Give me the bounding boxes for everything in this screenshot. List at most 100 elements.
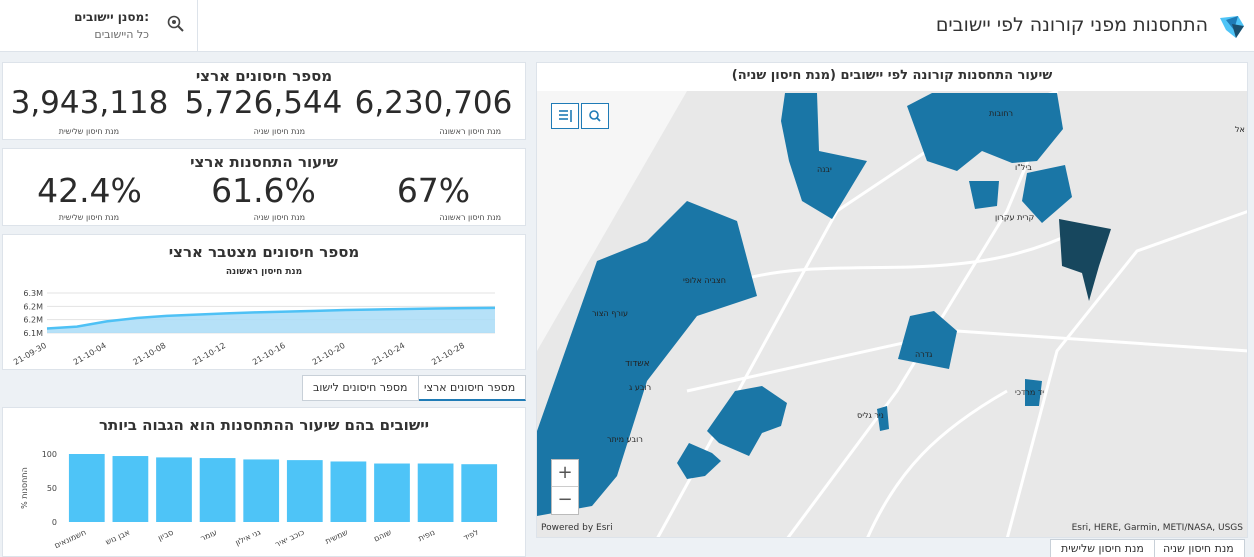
kpi-rate-dose2-label: מנת חיסון שניה (253, 213, 305, 222)
kpi-rate-dose2-value: 61.6% (211, 171, 316, 210)
map-region-gedera[interactable] (898, 311, 957, 369)
y-tick-label: 100 (42, 450, 57, 459)
kpi-total-dose1-label: מנת חיסון ראשונה (439, 127, 501, 136)
kpi-total-dose2-label: מנת חיסון שניה (253, 127, 305, 136)
map-region-south-1[interactable] (707, 386, 787, 456)
area-fill (47, 307, 495, 333)
kpi-rate-dose3-value: 42.4% (37, 171, 142, 210)
map-region-rehovot[interactable] (907, 93, 1063, 171)
map-region-ashdod[interactable] (537, 201, 757, 516)
top-settlements-panel: יישובים בהם שיעור ההתחסנות הוא הגבוה ביו… (2, 407, 526, 557)
list-icon (559, 110, 572, 122)
map-attribution[interactable]: Esri, HERE, Garmin, METI/NASA, USGS (1071, 523, 1243, 533)
x-tick-label: 21-10-24 (370, 341, 406, 367)
bar (112, 456, 149, 522)
map-region-kiryat-ekron[interactable] (1022, 165, 1072, 223)
top-settlements-bar-chart: 0 50 100 % התחסנות חשמונאים אבן נוש סביון עומר ג… (20, 450, 498, 551)
top-settlements-title: יישובים בהם שיעור ההתחסנות הוא הגבוה ביו… (98, 416, 430, 434)
cumulative-area-chart: 6.3M 6.2M 6.2M 6.1M 21-09-30 21-10-04 21-10-08… (12, 289, 496, 367)
map-layers-button[interactable] (551, 103, 579, 129)
x-tick-label: סביון (157, 528, 175, 543)
map-canvas[interactable] (537, 91, 1248, 538)
tab-map-dose2[interactable]: מנת חיסון שניה (1152, 539, 1245, 557)
map-zoom-control: + − (551, 459, 579, 515)
y-tick-label: 6.3M (23, 289, 43, 298)
filter-value[interactable]: כל היישובים (94, 28, 149, 41)
kpi-total-title: מספר חיסונים ארצי (195, 67, 333, 85)
cumulative-chart-subtitle: מנת חיסון ראשונה (225, 267, 303, 277)
kpi-rate-dose1-label: מנת חיסון ראשונה (439, 213, 501, 222)
map-label-oref-hatzur: עורף הצור (592, 309, 629, 318)
map-label-rehovot: רחובות (989, 109, 1013, 118)
tab-map-dose3[interactable]: מנת חיסון שלישית (1050, 539, 1155, 557)
x-tick-label: 21-09-30 (12, 341, 48, 367)
app-header: מסנן יישובים: כל היישובים התחסנות מפני ק… (0, 0, 1254, 52)
x-tick-label: חשמונאים (53, 528, 88, 551)
map-label-nir-galis: ניר גליס (857, 411, 884, 420)
x-tick-label: שמשית (324, 528, 350, 546)
kpi-rate-panel: שיעור התחסנות ארצי 67% מנת חיסון ראשונה … (2, 148, 526, 226)
bar (156, 457, 192, 522)
map-title: שיעור התחסנות קורונה לפי יישובים (מנת חי… (731, 68, 1053, 83)
map-region-yavne[interactable] (781, 93, 867, 219)
bar (461, 464, 498, 522)
y-tick-label: 50 (47, 484, 57, 493)
y-axis-label: % התחסנות (20, 467, 29, 509)
x-tick-label: נופית (417, 528, 437, 544)
bar (286, 460, 323, 522)
y-tick-label: 6.2M (23, 302, 43, 311)
kpi-total-dose3-label: מנת חיסון שלישית (58, 127, 119, 136)
app-logo-icon (1220, 16, 1244, 38)
page-title: התחסנות מפני קורונה לפי יישובים (935, 14, 1208, 36)
map-search-button[interactable] (581, 103, 609, 129)
series-line (46, 306, 496, 330)
search-icon (589, 110, 601, 122)
x-tick-label: לפיד (462, 528, 480, 543)
x-tick-label: שוהם (372, 528, 393, 544)
bar (374, 463, 410, 522)
map-label-yad-mordechai: יד מרדכי (1015, 388, 1045, 397)
x-tick-label: 21-10-28 (430, 341, 466, 367)
kpi-rate-dose3-label: מנת חיסון שלישית (58, 213, 119, 222)
bar (199, 458, 236, 522)
x-tick-label: גני אילון (234, 527, 263, 547)
x-tick-label: 21-10-08 (132, 341, 168, 367)
map-region-bilu[interactable] (969, 181, 999, 209)
zoom-out-button[interactable]: − (557, 489, 573, 510)
search-filter-icon[interactable] (166, 14, 186, 34)
x-tick-label: 21-10-16 (251, 341, 287, 367)
settlement-filter[interactable]: מסנן יישובים: כל היישובים (0, 0, 198, 52)
kpi-total-dose3-value: 3,943,118 (10, 85, 169, 121)
map-label-hatzeviya: חצביה אלופי (683, 276, 727, 285)
y-tick-label: 6.2M (23, 316, 43, 325)
x-tick-label: עומר (199, 528, 218, 543)
chart-tabs: מספר חיסונים ארצי מספר חיסונים לישוב (0, 373, 528, 403)
cumulative-chart-title: מספר חיסונים מצטבר ארצי (168, 243, 360, 261)
x-tick-label: אבן נוש (104, 528, 131, 547)
map-region-small[interactable] (877, 406, 889, 431)
x-tick-label: כוכב יאיר (274, 528, 306, 549)
map-region-dark[interactable] (1059, 219, 1111, 301)
bar (68, 454, 105, 522)
kpi-total-dose2-value: 5,726,544 (184, 85, 343, 121)
kpi-total-panel: מספר חיסונים ארצי 6,230,706 מנת חיסון רא… (2, 62, 526, 140)
kpi-rate-dose1-value: 67% (396, 171, 471, 210)
map-label-gedera: גדרה (915, 350, 933, 359)
tab-national-count[interactable]: מספר חיסונים ארצי (413, 375, 527, 401)
map-label-yavne: יבנה (817, 165, 832, 174)
map-region-yad-mordechai[interactable] (1025, 379, 1042, 406)
map-label-ashdod: אשדוד (625, 359, 650, 369)
map-label-rova-g: רובע ג (629, 383, 652, 392)
x-tick-label: 21-10-20 (311, 341, 347, 367)
y-tick-label: 0 (52, 518, 57, 527)
kpi-rate-title: שיעור התחסנות ארצי (190, 153, 338, 171)
filter-label: מסנן יישובים: (74, 10, 149, 24)
map-label-rova-meitar: רובע מיתר (607, 435, 643, 444)
map-region-south-2[interactable] (677, 443, 721, 479)
map-label-edge: אל (1235, 125, 1245, 134)
tab-settlement-count[interactable]: מספר חיסונים לישוב (302, 375, 419, 401)
map-label-kiryat-ekron: קרית עקרון (995, 213, 1035, 222)
zoom-in-button[interactable]: + (552, 460, 578, 487)
bar (243, 459, 280, 522)
x-tick-label: 21-10-04 (72, 341, 108, 367)
